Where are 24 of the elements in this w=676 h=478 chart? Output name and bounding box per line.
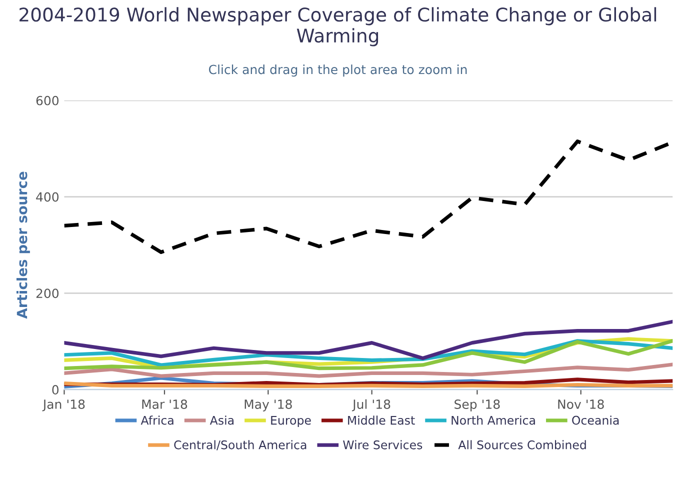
x-tick-label: May '18	[244, 400, 292, 412]
legend-label: Oceania	[572, 416, 619, 425]
legend-label: All Sources Combined	[458, 440, 586, 450]
chart-subtitle: Click and drag in the plot area to zoom in	[208, 64, 467, 77]
x-tick-label: Sep '18	[454, 400, 500, 412]
x-tick-label: Nov '18	[558, 400, 604, 409]
x-tick-label: Jul '18	[352, 399, 390, 412]
legend-label: Central/South America	[174, 440, 306, 450]
x-tick-label: Mar '18	[142, 400, 188, 409]
y-tick-label: 400	[36, 192, 59, 202]
y-tick-label: 600	[36, 96, 59, 106]
legend-label: Africa	[140, 416, 174, 425]
y-tick-label: 200	[36, 288, 59, 298]
legend-label: Europe	[271, 416, 311, 428]
legend-label: Wire Services	[343, 440, 422, 450]
line-series	[64, 362, 673, 378]
x-tick-label: Jan '18	[42, 400, 85, 412]
y-axis-title: Articles per source	[16, 172, 30, 319]
legend-label: North America	[452, 416, 535, 425]
y-tick-label: 0	[52, 385, 59, 394]
legend-label: Middle East	[348, 416, 415, 425]
legend-label: Asia	[210, 416, 234, 425]
chart-title: 2004-2019 World Newspaper Coverage of Climate Change or Global Warming	[20, 7, 656, 46]
line-series	[64, 320, 673, 360]
